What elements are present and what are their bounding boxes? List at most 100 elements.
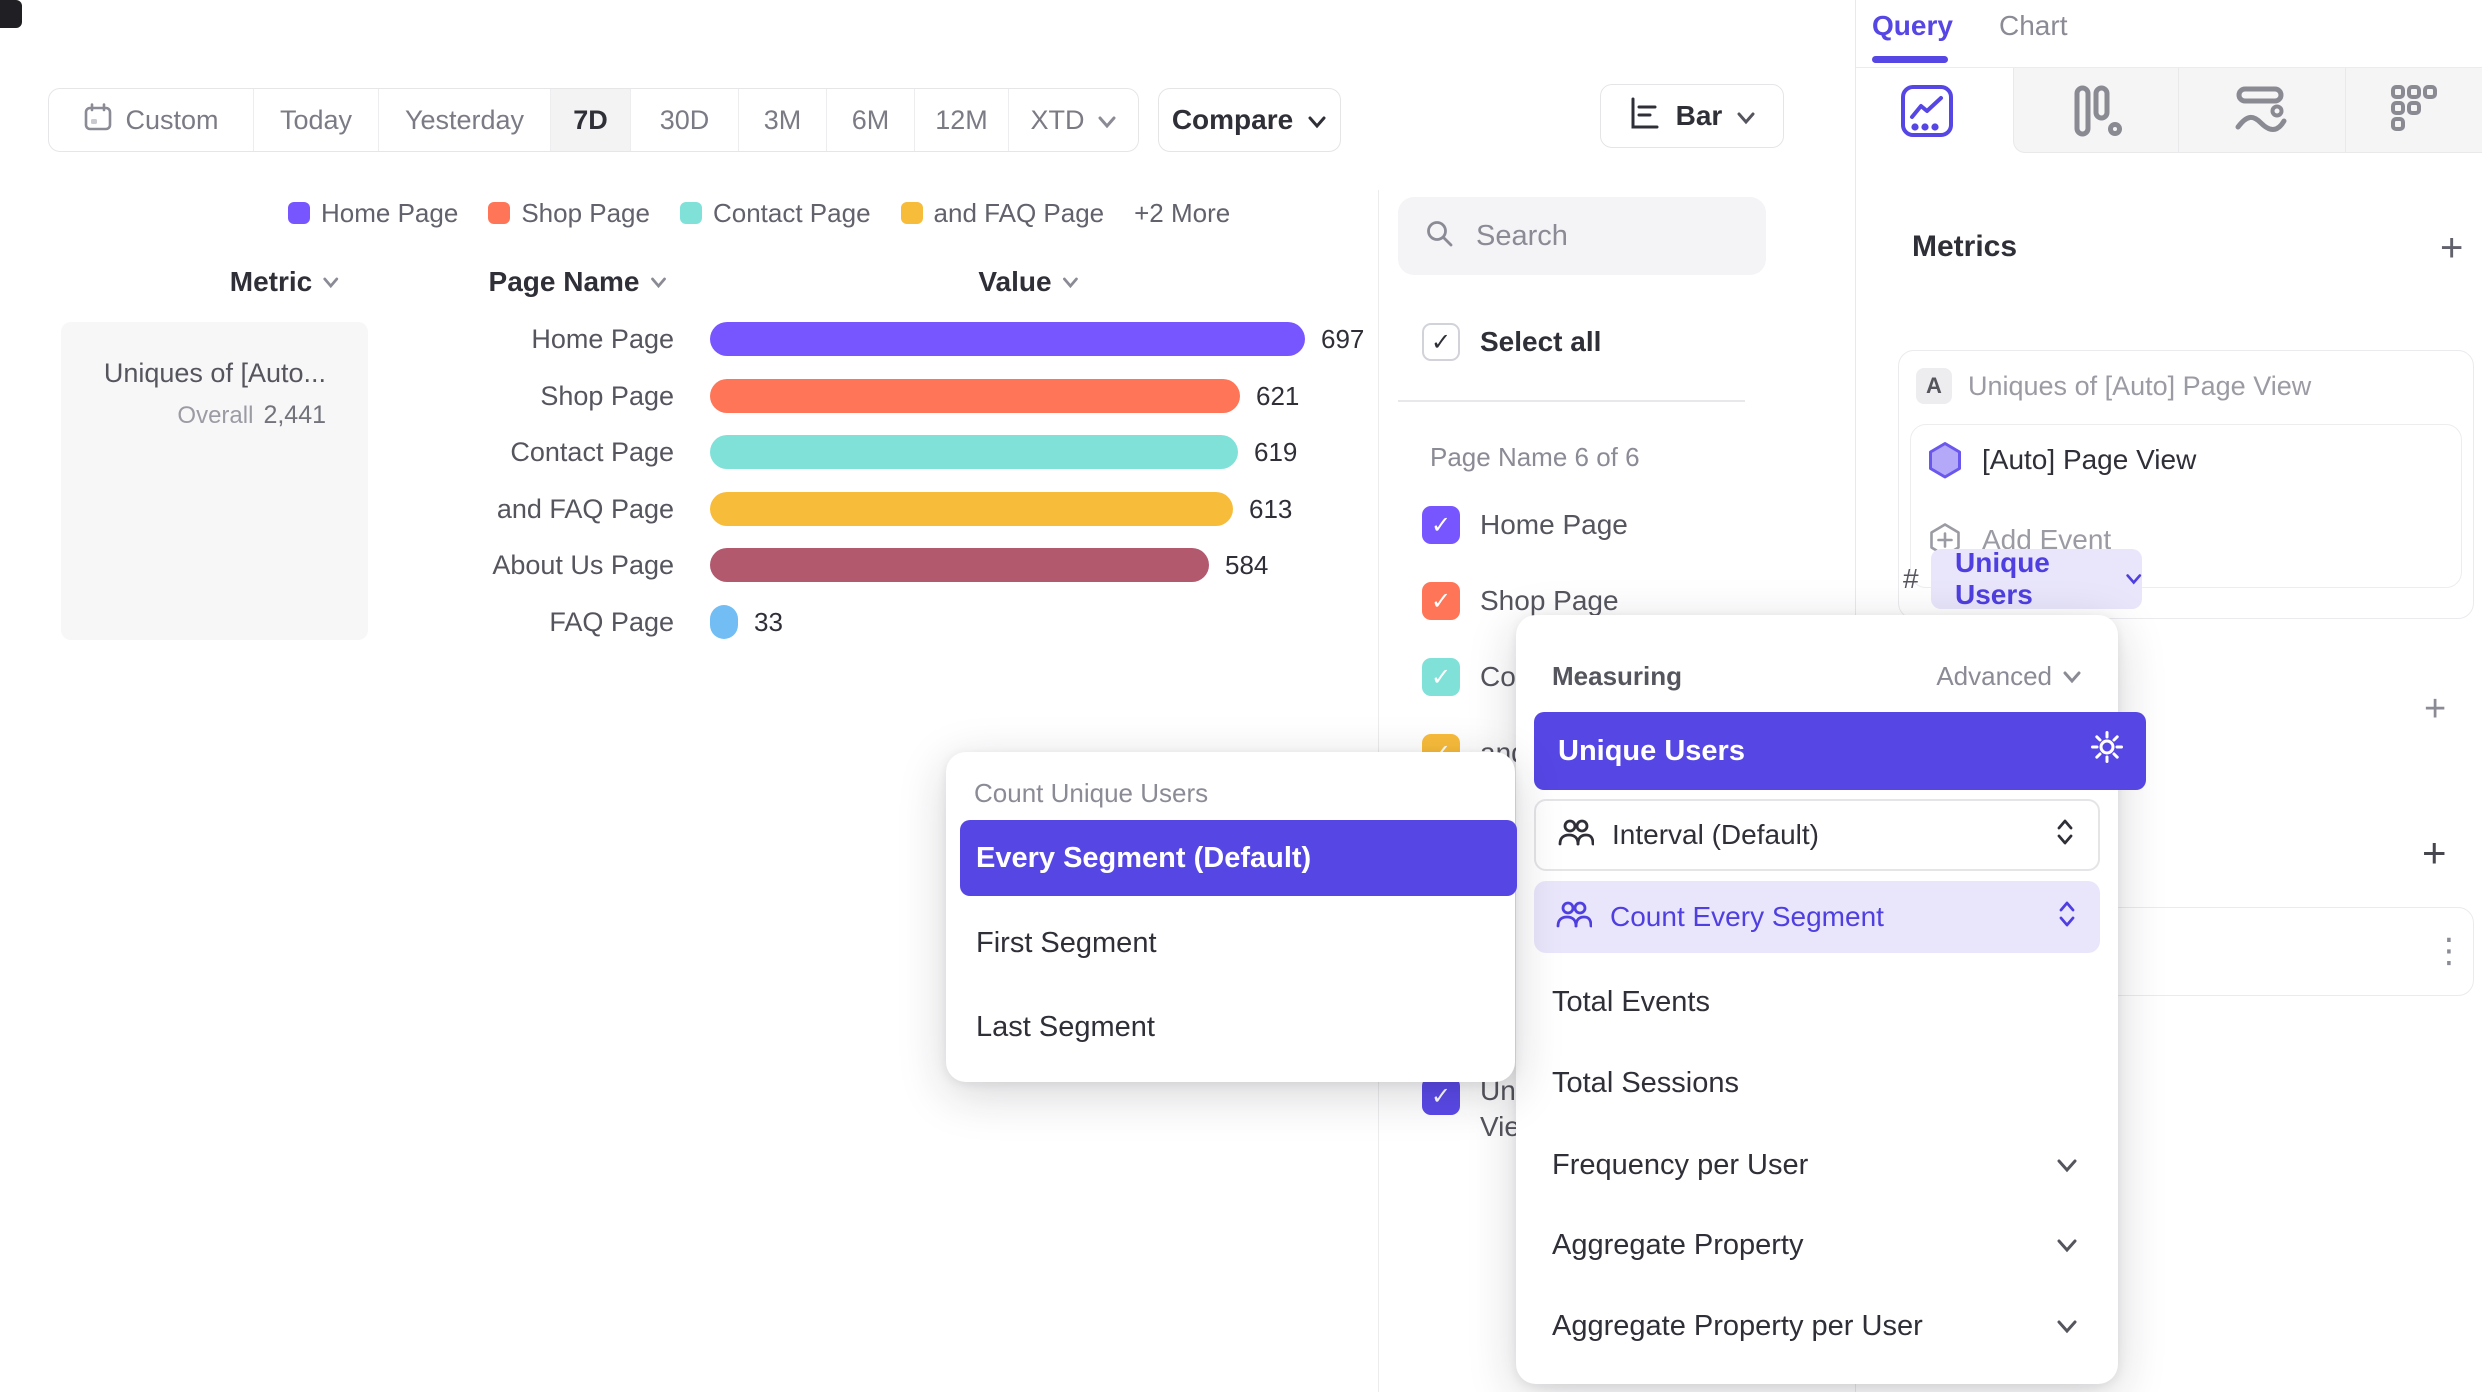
advanced-dropdown[interactable]: Advanced bbox=[1936, 661, 2082, 692]
select-all-label: Select all bbox=[1480, 326, 1602, 357]
add-breakdown-button[interactable]: + bbox=[2422, 829, 2447, 876]
range-12m-button[interactable]: 12M bbox=[915, 89, 1009, 151]
metric-summary-card[interactable]: Uniques of [Auto... Overall 2,441 bbox=[61, 322, 368, 640]
checkbox-label[interactable]: Home Page bbox=[1480, 509, 1628, 540]
event-name[interactable]: [Auto] Page View bbox=[1982, 444, 2197, 475]
range-today-button[interactable]: Today bbox=[254, 89, 379, 151]
bar[interactable] bbox=[710, 435, 1238, 469]
bar-category-label: Contact Page bbox=[510, 437, 674, 467]
add-filter-button[interactable]: + bbox=[2424, 688, 2447, 730]
check-icon: ✓ bbox=[1430, 587, 1452, 615]
chevron-down-icon[interactable] bbox=[2056, 1238, 2078, 1258]
range-7d-button[interactable]: 7D bbox=[551, 89, 631, 151]
funnels-report-tab[interactable] bbox=[2069, 83, 2123, 144]
option-total-sessions[interactable]: Total Sessions bbox=[1552, 1067, 1739, 1099]
checkbox-shop-page[interactable]: ✓ bbox=[1422, 582, 1460, 620]
option-every-segment[interactable]: Every Segment (Default) bbox=[960, 820, 1517, 896]
bar-row: and FAQ Page 613 bbox=[0, 492, 1378, 526]
count-unique-users-popup: Count Unique Users Every Segment (Defaul… bbox=[946, 752, 1517, 1082]
legend-label: and FAQ Page bbox=[933, 197, 1105, 228]
column-header-page-name[interactable]: Page Name bbox=[489, 266, 668, 298]
range-yesterday-button[interactable]: Yesterday bbox=[379, 89, 551, 151]
range-custom-button[interactable]: Custom bbox=[49, 89, 254, 151]
check-icon: ✓ bbox=[1430, 328, 1452, 356]
range-30d-button[interactable]: 30D bbox=[631, 89, 739, 151]
tab-query[interactable]: Query bbox=[1872, 10, 1953, 41]
counting-label: Unique Users bbox=[1955, 547, 2050, 610]
measuring-popup: Measuring Advanced Unique Users Interval… bbox=[1516, 615, 2146, 1384]
bar[interactable] bbox=[710, 548, 1209, 582]
range-label: Custom bbox=[125, 104, 219, 135]
check-icon: ✓ bbox=[1430, 511, 1452, 539]
bar-row: Shop Page 621 bbox=[0, 379, 1378, 413]
column-header-label: Page Name bbox=[488, 266, 640, 297]
chevron-down-icon[interactable] bbox=[2056, 1319, 2078, 1339]
option-first-segment[interactable]: First Segment bbox=[976, 927, 1157, 959]
checkbox-partial-item[interactable]: ✓ bbox=[1422, 1077, 1460, 1115]
counting-dropdown[interactable]: Unique Users bbox=[1931, 547, 2142, 610]
bar-category-label: FAQ Page bbox=[549, 607, 674, 637]
legend-item[interactable]: Shop Page bbox=[488, 198, 650, 229]
updown-selector-icon bbox=[2058, 900, 2076, 935]
bar-category-label: Home Page bbox=[531, 324, 674, 354]
date-range-group: Custom Today Yesterday 7D 30D 3M 6M 12M … bbox=[48, 88, 1139, 152]
range-3m-button[interactable]: 3M bbox=[739, 89, 827, 151]
checkbox-contact-page[interactable]: ✓ bbox=[1422, 658, 1460, 696]
chart-type-dropdown[interactable]: Bar bbox=[1600, 84, 1784, 148]
segment-search[interactable] bbox=[1398, 197, 1766, 275]
range-xtd-button[interactable]: XTD bbox=[1009, 89, 1138, 151]
legend-more-toggle[interactable]: +2 More bbox=[1134, 197, 1231, 228]
range-label: 6M bbox=[851, 104, 890, 135]
overall-value: 2,441 bbox=[263, 401, 326, 429]
search-input[interactable] bbox=[1474, 218, 1748, 254]
flows-report-tab[interactable] bbox=[2233, 83, 2289, 144]
insights-report-tab[interactable] bbox=[1899, 83, 1955, 144]
chevron-down-icon bbox=[2125, 574, 2141, 585]
bar-category-label: and FAQ Page bbox=[496, 494, 674, 524]
bar-value-label: 619 bbox=[1254, 437, 1298, 467]
segment-group-label: Page Name 6 of 6 bbox=[1430, 442, 1640, 472]
check-icon: ✓ bbox=[1430, 1082, 1452, 1110]
tab-chart[interactable]: Chart bbox=[1999, 10, 2068, 41]
interval-selector[interactable]: Interval (Default) bbox=[1534, 799, 2100, 871]
bar-chart-icon bbox=[1628, 96, 1662, 137]
option-aggregate-property[interactable]: Aggregate Property bbox=[1552, 1229, 1804, 1261]
gear-icon[interactable] bbox=[2090, 730, 2124, 772]
range-label: 30D bbox=[659, 104, 710, 135]
legend-label: Home Page bbox=[321, 197, 459, 228]
bar-row: FAQ Page 33 bbox=[0, 605, 1378, 639]
more-options-icon[interactable]: ⋮ bbox=[2432, 932, 2466, 970]
legend-item[interactable]: Contact Page bbox=[679, 198, 871, 229]
sidebar-divider bbox=[1398, 400, 1745, 402]
column-header-value[interactable]: Value bbox=[978, 266, 1079, 298]
updown-selector-icon bbox=[2056, 818, 2074, 853]
option-total-events[interactable]: Total Events bbox=[1552, 986, 1710, 1018]
legend-item[interactable]: Home Page bbox=[288, 198, 458, 229]
count-mode-selector[interactable]: Count Every Segment bbox=[1534, 881, 2100, 953]
option-aggregate-property-per-user[interactable]: Aggregate Property per User bbox=[1552, 1310, 1923, 1342]
bar[interactable] bbox=[710, 492, 1233, 526]
legend-item[interactable]: and FAQ Page bbox=[900, 197, 1105, 229]
select-all-checkbox[interactable]: ✓ bbox=[1422, 323, 1460, 361]
users-icon bbox=[1556, 899, 1593, 936]
range-6m-button[interactable]: 6M bbox=[827, 89, 915, 151]
measure-unique-users-selected[interactable]: Unique Users bbox=[1534, 712, 2146, 790]
bar[interactable] bbox=[710, 322, 1305, 356]
add-metric-button[interactable]: + bbox=[2440, 226, 2464, 270]
bar[interactable] bbox=[710, 379, 1240, 413]
bar-row: Contact Page 619 bbox=[0, 435, 1378, 469]
option-frequency-per-user[interactable]: Frequency per User bbox=[1552, 1149, 1809, 1181]
bar-category-label: About Us Page bbox=[492, 550, 674, 580]
option-last-segment[interactable]: Last Segment bbox=[976, 1011, 1155, 1043]
retention-report-tab[interactable] bbox=[2388, 83, 2440, 142]
column-header-metric[interactable]: Metric bbox=[230, 266, 340, 298]
checkbox-label[interactable]: Shop Page bbox=[1480, 585, 1619, 616]
checkbox-home-page[interactable]: ✓ bbox=[1422, 506, 1460, 544]
chevron-down-icon bbox=[1097, 105, 1117, 136]
bar[interactable] bbox=[710, 605, 738, 639]
chevron-down-icon[interactable] bbox=[2056, 1158, 2078, 1178]
event-hexagon-icon bbox=[1926, 441, 1964, 484]
compare-button[interactable]: Compare bbox=[1158, 88, 1341, 152]
chart-type-label: Bar bbox=[1675, 100, 1723, 131]
segment-popup-title: Count Unique Users bbox=[974, 778, 1209, 808]
